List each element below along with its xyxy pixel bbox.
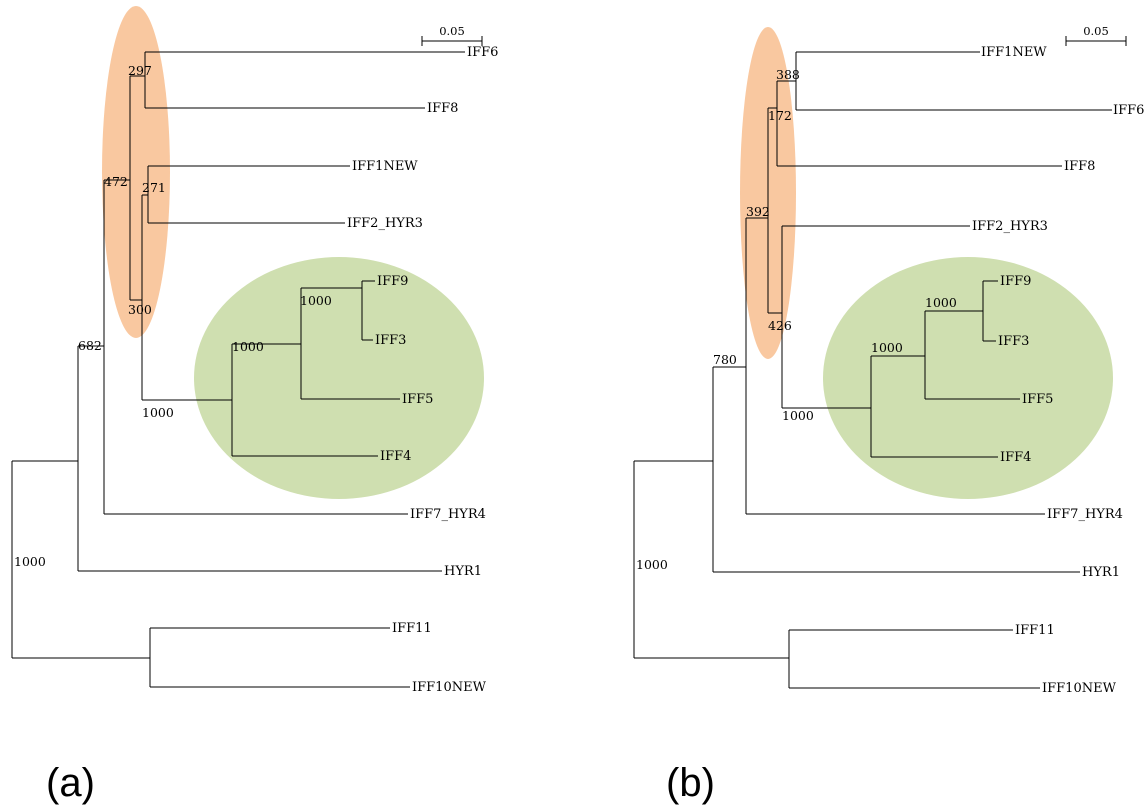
scale-bar-b: 0.05 xyxy=(1065,24,1127,46)
panel-label-b: (b) xyxy=(666,761,715,805)
panel-label-a: (a) xyxy=(46,761,95,805)
clade-highlight-green-a xyxy=(194,257,484,499)
clade-highlight-orange-a xyxy=(102,6,170,338)
leaf-label: IFF8 xyxy=(1064,159,1095,174)
bootstrap-value: 1000 xyxy=(636,557,668,572)
leaf-label: IFF8 xyxy=(427,101,458,116)
bootstrap-value: 426 xyxy=(768,318,792,333)
panel-b: 0.05 IFF1NEW IFF6 IFF8 IFF2_HYR3 IFF9 IF… xyxy=(633,24,1144,805)
leaf-label: IFF2_HYR3 xyxy=(347,216,423,231)
leaf-label: IFF6 xyxy=(467,45,498,60)
leaf-label: HYR1 xyxy=(444,564,482,579)
leaf-label: IFF5 xyxy=(1022,392,1053,407)
bootstrap-value: 1000 xyxy=(871,340,903,355)
bootstrap-value: 1000 xyxy=(782,408,814,423)
bootstrap-value: 1000 xyxy=(232,339,264,354)
bootstrap-value: 1000 xyxy=(300,293,332,308)
leaf-label: IFF10NEW xyxy=(412,680,487,695)
leaf-label: IFF5 xyxy=(402,392,433,407)
leaf-label: IFF2_HYR3 xyxy=(972,219,1048,234)
bootstrap-value: 780 xyxy=(713,352,737,367)
bootstrap-value: 682 xyxy=(78,338,102,353)
leaf-label: IFF4 xyxy=(1000,450,1031,465)
bootstrap-value: 472 xyxy=(104,174,128,189)
leaf-label: IFF1NEW xyxy=(981,45,1047,60)
leaf-label: HYR1 xyxy=(1082,565,1120,580)
bootstrap-value: 1000 xyxy=(14,554,46,569)
bootstrap-value: 392 xyxy=(746,204,770,219)
leaf-label: IFF3 xyxy=(375,333,406,348)
scale-label-b: 0.05 xyxy=(1083,24,1109,38)
scale-bar-a: 0.05 xyxy=(421,24,483,46)
scale-label-a: 0.05 xyxy=(439,24,465,38)
leaf-label: IFF7_HYR4 xyxy=(410,507,486,522)
panel-a: 0.05 IFF6 IFF8 IFF1NEW IFF2_HYR3 IFF9 IF… xyxy=(11,6,498,805)
bootstrap-value: 388 xyxy=(776,67,800,82)
leaf-label: IFF1NEW xyxy=(352,159,418,174)
leaf-label: IFF11 xyxy=(1015,623,1055,638)
leaf-label: IFF9 xyxy=(377,274,408,289)
leaf-label: IFF9 xyxy=(1000,274,1031,289)
bootstrap-value: 271 xyxy=(142,180,166,195)
bootstrap-value: 297 xyxy=(128,63,152,78)
bootstrap-value: 1000 xyxy=(925,295,957,310)
clade-highlight-green-b xyxy=(823,257,1113,499)
leaf-label: IFF11 xyxy=(392,621,432,636)
tree-branches-a xyxy=(11,51,465,688)
leaf-label: IFF10NEW xyxy=(1042,681,1117,696)
tree-branches-b xyxy=(633,51,1112,689)
bootstrap-value: 300 xyxy=(128,302,152,317)
bootstrap-value: 172 xyxy=(768,108,792,123)
leaf-label: IFF4 xyxy=(380,449,411,464)
leaf-label: IFF7_HYR4 xyxy=(1047,507,1123,522)
leaf-label: IFF3 xyxy=(998,334,1029,349)
bootstrap-value: 1000 xyxy=(142,405,174,420)
leaf-label: IFF6 xyxy=(1113,103,1144,118)
